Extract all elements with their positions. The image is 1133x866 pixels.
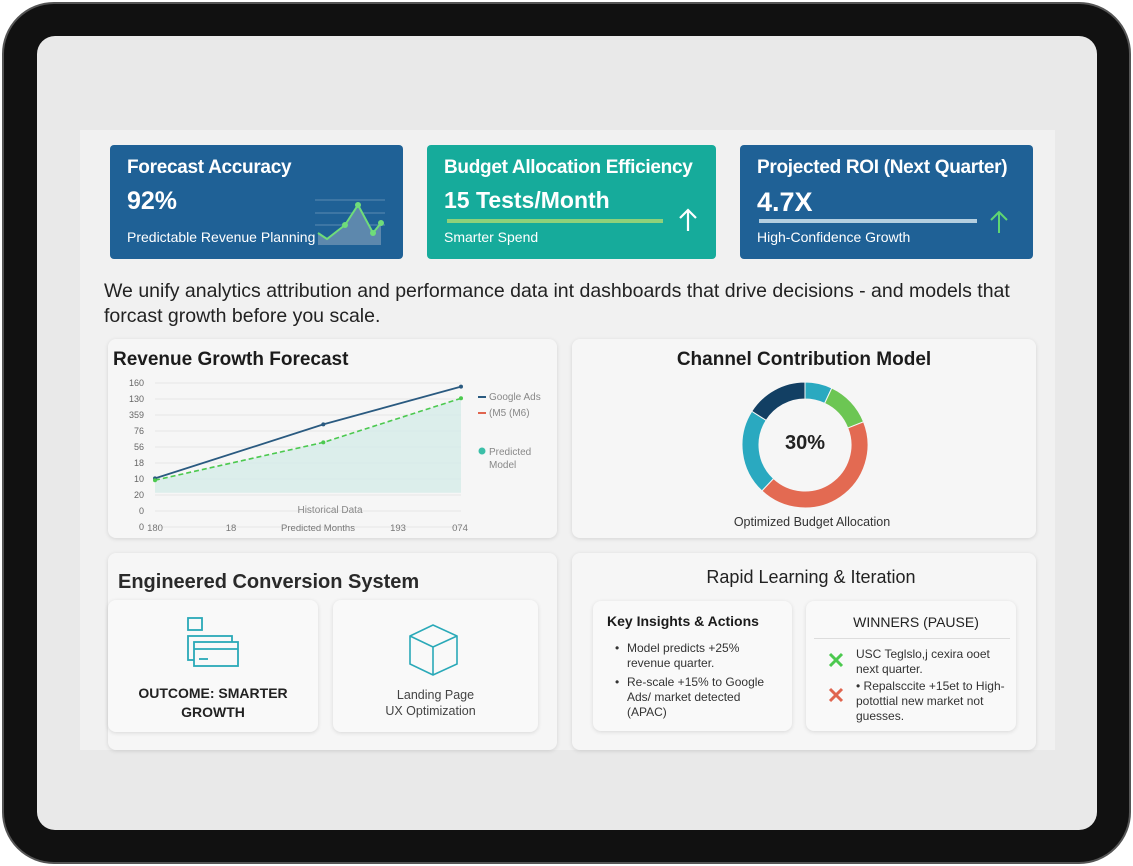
- data-point: [153, 478, 157, 483]
- card-title: Channel Contribution Model: [676, 349, 932, 370]
- kpi-projected-roi[interactable]: Projected ROI (Next Quarter) 4.7X High-C…: [740, 145, 1033, 259]
- y-tick-label: 76: [134, 426, 144, 436]
- outcome-card[interactable]: OUTCOME: SMARTER GROWTH: [108, 600, 318, 732]
- intro-text: We unify analytics attribution and perfo…: [104, 280, 1010, 327]
- winners-panel: WINNERS (PAUSE) USC Teglslo,j cexira ooe…: [806, 601, 1016, 731]
- winner-item: USC Teglslo,j cexira ooet next quarter.: [856, 647, 990, 676]
- insight-item: Model predicts +25% revenue quarter.: [607, 641, 782, 671]
- card-title: Rapid Learning & Iteration: [706, 567, 916, 587]
- divider: [814, 638, 1010, 639]
- legend-label: Google Ads: [489, 392, 541, 403]
- legend-label: (M5 (M6): [489, 408, 530, 419]
- arrow-up-icon: [990, 210, 1008, 233]
- donut-segment: [823, 387, 865, 429]
- data-point: [321, 440, 326, 445]
- kpi-value: 15 Tests/Month: [444, 187, 610, 213]
- kpi-forecast-accuracy[interactable]: Forecast Accuracy 92% Predictable Revenu…: [110, 145, 403, 259]
- predicted-area: [155, 398, 461, 493]
- x-tick-label: Predicted Months: [281, 523, 355, 534]
- x-tick-label: 193: [390, 523, 406, 534]
- donut-segment: [751, 381, 806, 422]
- donut-caption: Optimized Budget Allocation: [733, 515, 891, 529]
- check-cross-icon: [828, 652, 844, 668]
- kpi-subtitle: Predictable Revenue Planning: [127, 229, 316, 245]
- chart-annotation: Historical Data: [297, 505, 362, 516]
- legend-label: Model: [489, 460, 516, 471]
- y-tick-label: 160: [129, 378, 144, 388]
- x-tick-label: 18: [226, 523, 237, 534]
- kpi-subtitle: High-Confidence Growth: [757, 229, 911, 245]
- progress-bar: [759, 219, 977, 223]
- landing-page-card[interactable]: Landing Page UX Optimization: [333, 600, 538, 732]
- sparkline-icon: [315, 199, 385, 245]
- ux-optimization-label: UX Optimization: [385, 704, 476, 718]
- kpi-budget-efficiency[interactable]: Budget Allocation Efficiency 15 Tests/Mo…: [427, 145, 716, 259]
- insights-panel: Key Insights & Actions Model predicts +2…: [593, 601, 792, 731]
- cube-icon: [409, 624, 458, 676]
- landing-page-label: Landing Page: [396, 688, 475, 702]
- y-tick-label: 56: [134, 442, 144, 452]
- donut-center-value: 30%: [784, 432, 826, 454]
- revenue-line-chart: 160 130 359 76 56 18 10 20 0 0 180 18 Predicted Mont…: [129, 378, 541, 534]
- legend-swatch: [478, 447, 486, 455]
- insight-item: Re-scale +15% to Google Ads/ market dete…: [607, 675, 782, 720]
- credit-card-icon: [187, 617, 239, 667]
- kpi-title: Projected ROI (Next Quarter): [757, 157, 1008, 178]
- y-tick-label: 20: [134, 490, 144, 500]
- winner-item: • Repalsccite +15et to High-potottial ne…: [856, 679, 1005, 723]
- revenue-forecast-card: [108, 339, 557, 538]
- kpi-value: 92%: [127, 187, 178, 215]
- insights-title: Key Insights & Actions: [607, 613, 759, 629]
- kpi-title: Forecast Accuracy: [127, 157, 292, 178]
- y-tick-label: 359: [129, 410, 144, 420]
- kpi-title: Budget Allocation Efficiency: [444, 157, 693, 178]
- legend-label: Predicted: [489, 447, 531, 458]
- progress-bar: [447, 219, 663, 223]
- y-tick-label: 0: [139, 522, 144, 532]
- data-point: [459, 396, 463, 401]
- card-title: Revenue Growth Forecast: [113, 349, 349, 370]
- kpi-subtitle: Smarter Spend: [444, 229, 539, 245]
- data-point: [459, 384, 463, 389]
- y-tick-label: 18: [134, 458, 144, 468]
- y-tick-label: 10: [134, 474, 144, 484]
- cross-icon: [828, 687, 844, 703]
- kpi-value: 4.7X: [757, 187, 813, 217]
- outcome-label: OUTCOME: SMARTER GROWTH: [138, 685, 288, 720]
- data-point: [321, 422, 326, 427]
- x-tick-label: 180: [147, 523, 163, 534]
- y-tick-label: 0: [139, 506, 144, 516]
- y-tick-label: 130: [129, 394, 144, 404]
- x-tick-label: 074: [452, 523, 468, 534]
- arrow-up-icon: [679, 208, 697, 231]
- card-title: Engineered Conversion System: [118, 571, 420, 593]
- winners-title: WINNERS (PAUSE): [853, 614, 979, 630]
- donut-chart: [741, 381, 869, 509]
